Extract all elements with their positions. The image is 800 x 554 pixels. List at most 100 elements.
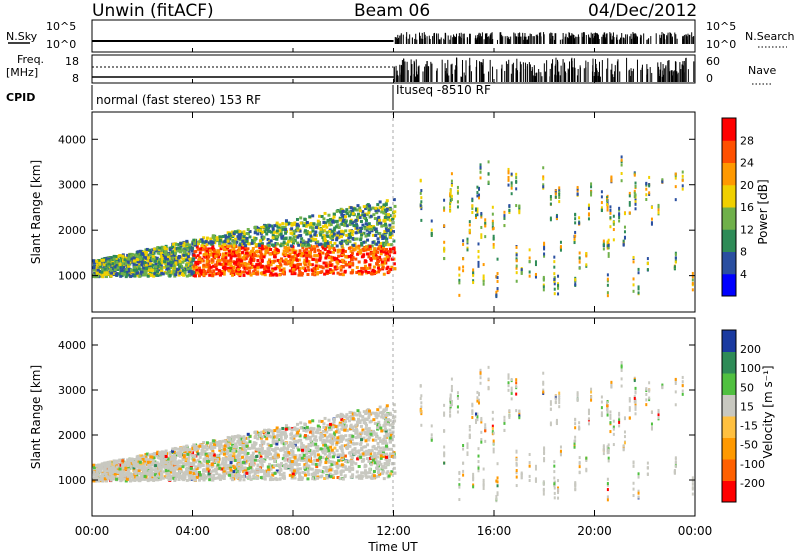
velocity-cell [368,471,372,475]
power-cell [480,235,483,239]
power-cell [280,235,284,239]
power-cell [390,233,394,237]
power-cell [123,259,127,263]
power-cell [226,239,230,243]
power-cell [385,207,389,211]
power-cell [192,264,196,268]
velocity-cell [279,467,283,471]
power-cell [218,262,222,266]
power-cell [515,204,518,208]
power-cell [309,221,313,225]
power-cell [198,268,202,272]
power-cell [205,243,209,247]
power-cell [212,264,216,268]
velocity-cell [275,428,279,432]
power-cell [315,272,319,276]
power-cell [163,246,167,250]
velocity-cell [322,422,326,426]
power-cell [309,248,313,252]
power-cell [112,263,116,267]
power-cell [558,195,561,199]
power-cell [246,262,250,266]
power-cell [260,259,264,263]
power-cell [317,243,321,247]
power-cell [243,245,247,249]
power-cell [507,175,510,179]
power-cell [384,201,388,205]
power-cell [199,247,203,251]
power-cell [389,268,393,272]
power-cell [606,291,609,295]
power-cell [602,247,605,251]
velocity-cell [331,460,335,464]
power-cell [184,267,188,271]
power-cell [392,239,396,243]
power-cell [344,210,348,214]
power-cell [319,265,323,269]
velocity-cell [159,468,163,472]
power-cell [240,257,244,261]
power-cell [267,248,271,252]
power-cell [366,225,370,229]
velocity-cell [393,419,397,423]
power-cell [295,222,299,226]
power-cell [142,273,146,277]
velocity-cell [222,468,226,472]
power-cell [466,240,469,244]
power-cell [229,272,233,276]
power-cell [241,251,245,255]
power-cell [480,233,483,237]
power-cell [241,239,245,243]
velocity-cell [269,476,273,480]
power-cell [378,206,382,210]
power-cell [574,221,577,225]
power-cell [534,272,537,276]
power-cell [283,226,287,230]
freq-label: Freq. [17,53,44,66]
power-cell [261,230,265,234]
power-cell [528,260,531,264]
power-cell [618,208,621,212]
power-cell [472,273,475,277]
power-cell [543,247,546,251]
power-cell [495,275,498,279]
power-cell [553,279,556,283]
power-cell [419,204,422,208]
power-cell [281,222,285,226]
power-cell [135,271,139,275]
power-cell [372,213,376,217]
power-cell [138,274,142,278]
power-cell [458,293,461,297]
power-cell [138,256,142,260]
power-cell [366,238,370,242]
power-cell [297,234,301,238]
power-cell [507,178,510,182]
power-cell [282,272,286,276]
power-cell [247,242,251,246]
velocity-cell [386,422,390,426]
power-cell [296,224,300,228]
velocity-cell [359,424,363,428]
power-cell [103,267,107,271]
power-cell [323,272,327,276]
power-cell [607,243,610,247]
velocity-cell [363,445,367,449]
velocity-cell [351,415,355,419]
velocity-cell [284,436,288,440]
power-cell [198,240,202,244]
velocity-cell [151,476,155,480]
power-cell [258,229,262,233]
velocity-cell [357,464,361,468]
velocity-cell [378,411,382,415]
power-cell [274,272,278,276]
power-cell [268,273,272,277]
power-cell [105,271,109,275]
power-cell [274,242,278,246]
power-cell [316,240,320,244]
power-cell [222,248,226,252]
power-cell [620,163,623,167]
power-cell [492,245,495,249]
power-cell [134,254,138,258]
power-cell [443,257,446,261]
